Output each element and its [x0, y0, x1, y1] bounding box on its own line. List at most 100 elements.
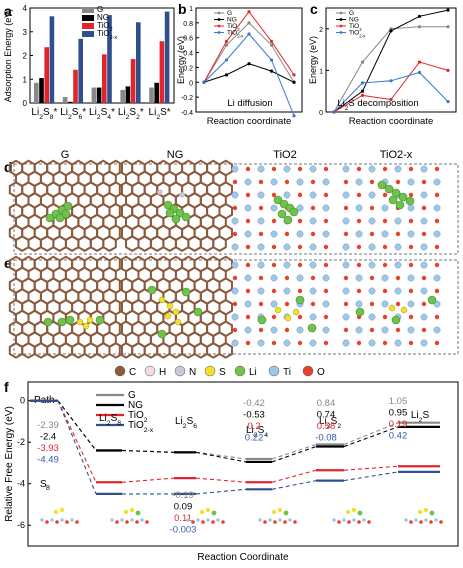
mini-atom — [434, 518, 438, 522]
panel-e-frame — [13, 259, 459, 355]
o-atom — [258, 179, 264, 185]
hex-ring — [187, 235, 202, 252]
chem-token: -x — [113, 35, 118, 41]
ti-atom — [342, 287, 350, 295]
li-atom — [289, 207, 299, 217]
mini-s-atom — [123, 509, 129, 515]
ti-atom — [296, 178, 304, 186]
bar-TiO2-4 — [159, 41, 165, 103]
o-atom — [421, 179, 427, 185]
ti-atom — [420, 261, 428, 269]
legend-swatch-TiO2 — [82, 23, 94, 29]
tio2-lattice — [231, 165, 330, 251]
point-TiO2-x-0 — [332, 110, 336, 114]
s-atom — [158, 296, 166, 304]
connector-NG-5 — [343, 426, 399, 448]
ti-atom — [257, 191, 265, 199]
ti-atom — [355, 178, 363, 186]
li-atom — [95, 315, 105, 325]
ti-atom — [342, 339, 350, 347]
ti-atom — [322, 326, 330, 334]
mini-atom — [293, 520, 297, 524]
ti-atom — [270, 300, 278, 308]
col-header-ng: NG — [167, 149, 184, 161]
ti-atom — [283, 261, 291, 269]
point-TiO2-x-3 — [269, 58, 274, 62]
mini-atom — [419, 520, 423, 524]
chem-token: 2 — [337, 423, 341, 430]
y-tick-label: 3 — [23, 28, 28, 37]
ti-atom — [322, 300, 330, 308]
ti-atom — [381, 204, 389, 212]
y-tick-label: 0 — [319, 110, 323, 117]
step-label-3: Li2S2 — [319, 416, 341, 430]
o-atom — [297, 314, 303, 320]
y-tick-label: -2 — [17, 437, 25, 447]
mini-atom — [367, 520, 371, 524]
chem-token: NG — [349, 17, 359, 24]
o-atom — [395, 275, 401, 281]
bar-NG-1 — [68, 101, 73, 103]
s-atom — [388, 304, 396, 312]
tio2-lattice — [342, 165, 441, 251]
y-tick-label: 0 — [23, 99, 28, 108]
plot-frame — [27, 381, 459, 547]
li-atom — [45, 213, 55, 223]
ti-atom — [407, 300, 415, 308]
annotation: Li diffusion — [227, 98, 272, 109]
chem-token: 2 — [68, 114, 72, 121]
li-atom — [63, 201, 73, 211]
mini-atom — [110, 518, 114, 522]
hex-ring — [206, 342, 221, 359]
step-label-0: Li2S8 — [99, 413, 121, 427]
chem-token: TiO — [349, 23, 359, 30]
o-atom — [245, 218, 251, 224]
o-atom — [382, 262, 388, 268]
point-G-2 — [247, 21, 251, 25]
ti-atom — [296, 204, 304, 212]
point-TiO2-4 — [292, 73, 296, 77]
ti-atom — [231, 339, 239, 347]
value-NG-4: 0.95 — [389, 408, 408, 419]
li-atom — [57, 317, 67, 327]
li-cluster — [257, 295, 317, 333]
ti-atom — [231, 313, 239, 321]
ti-atom — [283, 287, 291, 295]
o-atom — [297, 218, 303, 224]
mini-atom — [115, 520, 119, 524]
point-TiO2-x-1 — [224, 58, 229, 62]
x-tick-label: Li2S8* — [31, 107, 57, 121]
o-atom — [382, 314, 388, 320]
hex-ring — [137, 235, 152, 252]
li-atom — [277, 209, 287, 219]
bar-G-4 — [149, 87, 154, 103]
ti-atom — [420, 313, 428, 321]
o-atom — [297, 166, 303, 172]
point-G-3 — [417, 25, 422, 29]
hex-ring — [33, 342, 49, 359]
hex-ring — [125, 235, 140, 252]
plot-frame — [195, 7, 303, 113]
o-atom — [245, 340, 251, 346]
chem-token: TiO — [227, 23, 237, 30]
legend-label-TiO2: TiO2 — [128, 410, 148, 424]
li-atom — [377, 180, 387, 190]
mini-atom — [352, 518, 356, 522]
o-atom — [271, 288, 277, 294]
s8-subscript: 8 — [46, 485, 50, 492]
o-atom — [323, 192, 329, 198]
ti-atom — [381, 274, 389, 282]
chem-token: 2 — [419, 417, 423, 424]
y-tick-label: -6 — [17, 520, 25, 530]
ti-atom — [283, 165, 291, 173]
y-tick-label: 2 — [23, 52, 28, 61]
chem-token: Li — [319, 416, 327, 427]
mini-atom — [50, 518, 54, 522]
chart-f-free-energy: -6 -4 -2 0 Relative Free Energy (eV) Reaction… — [4, 381, 459, 563]
mini-atom — [40, 518, 44, 522]
mini-li-atom — [429, 510, 435, 516]
mini-s-atom — [53, 509, 59, 515]
chem-token: Li — [118, 107, 126, 118]
ti-atom — [342, 243, 350, 251]
